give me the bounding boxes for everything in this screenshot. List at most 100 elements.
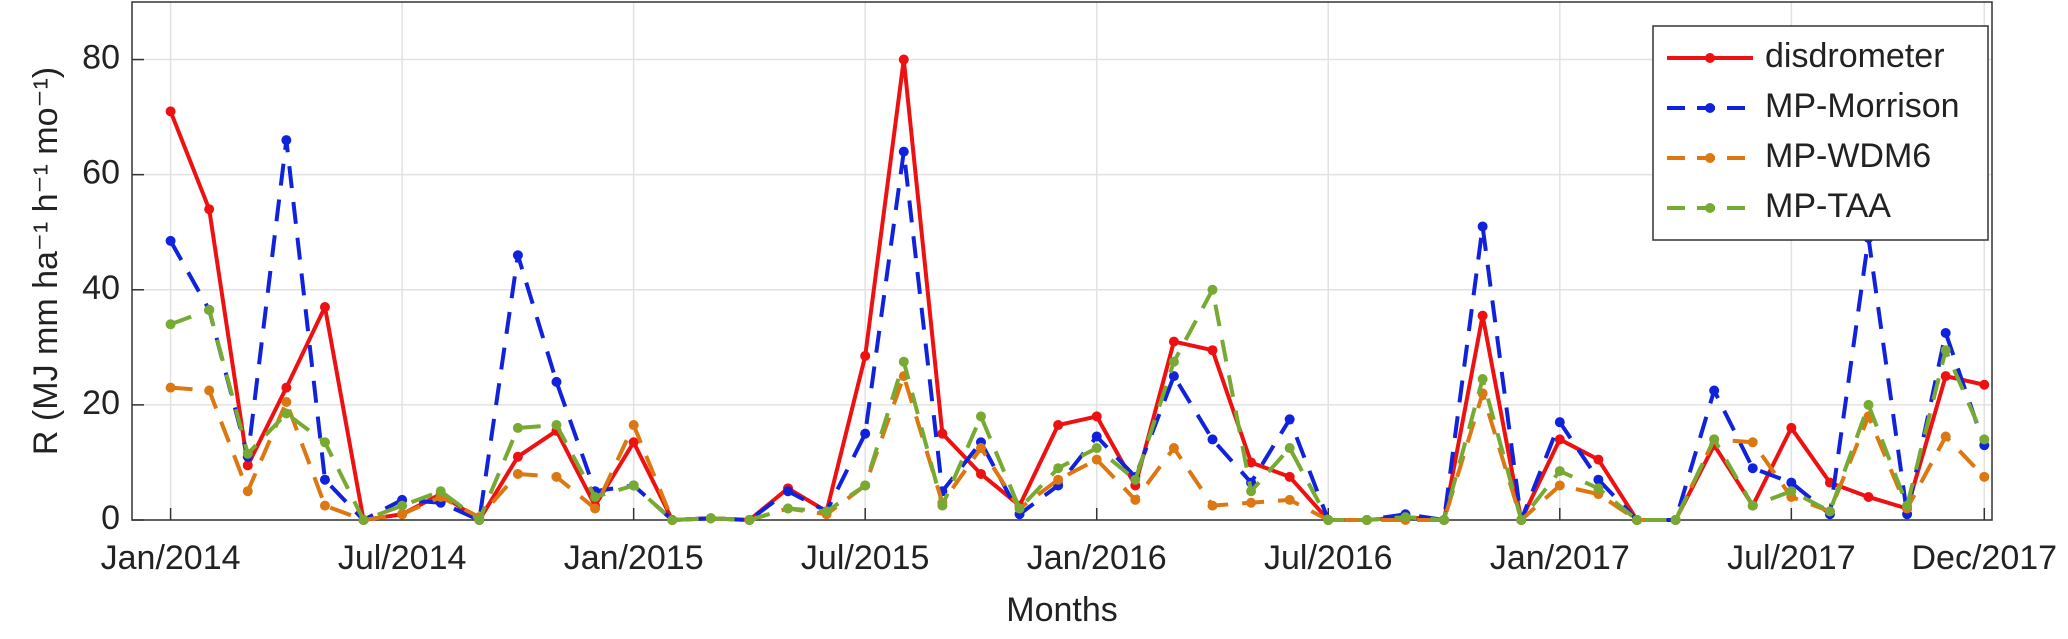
data-point bbox=[1747, 437, 1758, 448]
data-point bbox=[590, 491, 601, 502]
data-point bbox=[937, 500, 948, 511]
data-point bbox=[898, 356, 909, 367]
data-point bbox=[1747, 463, 1758, 474]
data-point bbox=[242, 448, 253, 459]
data-point bbox=[1477, 310, 1488, 321]
data-point bbox=[1747, 500, 1758, 511]
data-point bbox=[1593, 483, 1604, 494]
data-point bbox=[1284, 443, 1295, 454]
data-point bbox=[551, 420, 562, 431]
data-point bbox=[1207, 345, 1218, 356]
data-point bbox=[1091, 411, 1102, 422]
data-point bbox=[1477, 373, 1488, 384]
data-point bbox=[281, 408, 292, 419]
data-point bbox=[474, 515, 485, 525]
data-point bbox=[1786, 422, 1797, 433]
data-point bbox=[667, 515, 678, 525]
x-tick-label: Jul/2015 bbox=[801, 539, 930, 577]
data-point bbox=[242, 486, 253, 497]
data-point bbox=[551, 471, 562, 482]
data-point bbox=[165, 319, 176, 330]
data-point bbox=[1593, 474, 1604, 485]
data-point bbox=[1246, 457, 1257, 468]
data-point bbox=[937, 428, 948, 439]
data-point bbox=[1168, 371, 1179, 382]
legend-marker bbox=[1705, 103, 1715, 113]
data-point bbox=[1439, 515, 1450, 525]
data-point bbox=[204, 304, 215, 315]
data-point bbox=[1168, 336, 1179, 347]
data-point bbox=[1053, 420, 1064, 431]
y-tick-label: 40 bbox=[82, 269, 120, 307]
x-tick-label: Jul/2014 bbox=[338, 539, 467, 577]
data-point bbox=[1014, 503, 1025, 514]
data-point bbox=[1824, 506, 1835, 517]
x-tick-label: Jul/2016 bbox=[1264, 539, 1393, 577]
data-point bbox=[319, 302, 330, 313]
legend-label: disdrometer bbox=[1765, 37, 1945, 75]
series-line bbox=[169, 287, 1987, 522]
data-point bbox=[319, 437, 330, 448]
data-point bbox=[744, 515, 755, 525]
data-point bbox=[512, 422, 523, 433]
data-point bbox=[512, 250, 523, 261]
data-point bbox=[628, 437, 639, 448]
legend-label: MP-Morrison bbox=[1765, 87, 1960, 125]
data-point bbox=[512, 468, 523, 479]
legend-marker bbox=[1705, 203, 1715, 213]
y-tick-label: 0 bbox=[101, 499, 120, 537]
data-point bbox=[898, 54, 909, 65]
x-tick-label: Jan/2014 bbox=[101, 539, 241, 577]
x-tick-label: Jan/2015 bbox=[564, 539, 704, 577]
data-point bbox=[1631, 515, 1642, 525]
data-point bbox=[1902, 500, 1913, 511]
data-point bbox=[281, 135, 292, 146]
x-tick-label: Jan/2017 bbox=[1490, 539, 1630, 577]
data-point bbox=[860, 480, 871, 491]
x-tick-label: Jan/2016 bbox=[1027, 539, 1167, 577]
data-point bbox=[1554, 434, 1565, 445]
legend-marker bbox=[1705, 153, 1715, 163]
data-point bbox=[1516, 515, 1527, 525]
data-point bbox=[1168, 443, 1179, 454]
data-point bbox=[397, 509, 408, 520]
data-point bbox=[1863, 491, 1874, 502]
data-point bbox=[1091, 443, 1102, 454]
data-point bbox=[1284, 471, 1295, 482]
data-point bbox=[898, 146, 909, 157]
y-tick-label: 20 bbox=[82, 384, 120, 422]
data-point bbox=[705, 513, 716, 524]
data-point bbox=[1053, 474, 1064, 485]
data-point bbox=[1940, 327, 1951, 338]
data-point bbox=[975, 468, 986, 479]
y-axis-label: R (MJ mm ha⁻¹ h⁻¹ mo⁻¹) bbox=[27, 67, 65, 455]
data-point bbox=[319, 500, 330, 511]
data-point bbox=[1979, 379, 1990, 390]
data-point bbox=[783, 486, 794, 497]
data-point bbox=[165, 235, 176, 246]
data-point bbox=[165, 382, 176, 393]
data-point bbox=[242, 460, 253, 471]
data-point bbox=[1940, 431, 1951, 442]
legend-marker bbox=[1705, 53, 1715, 63]
data-point bbox=[1709, 434, 1720, 445]
data-point bbox=[1786, 477, 1797, 488]
data-point bbox=[512, 451, 523, 462]
data-point bbox=[1979, 471, 1990, 482]
data-point bbox=[1477, 221, 1488, 232]
data-point bbox=[1284, 494, 1295, 505]
legend-label: MP-TAA bbox=[1765, 187, 1891, 225]
data-point bbox=[1400, 512, 1411, 523]
data-point bbox=[1554, 480, 1565, 491]
data-point bbox=[1554, 417, 1565, 428]
data-point bbox=[1940, 371, 1951, 382]
data-point bbox=[1130, 494, 1141, 505]
data-point bbox=[1246, 497, 1257, 508]
data-point bbox=[1361, 515, 1372, 525]
data-point bbox=[281, 382, 292, 393]
data-point bbox=[1863, 399, 1874, 410]
data-point bbox=[1091, 454, 1102, 465]
data-point bbox=[1786, 486, 1797, 497]
x-tick-label: Jul/2017 bbox=[1727, 539, 1856, 577]
